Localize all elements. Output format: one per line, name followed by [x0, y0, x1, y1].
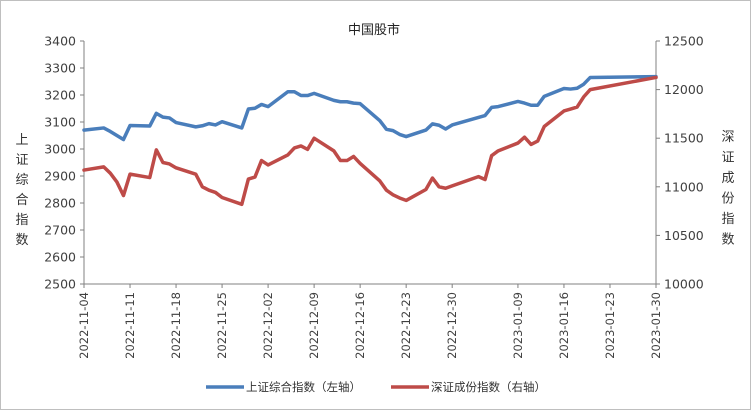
right-tick-label: 10000	[664, 277, 704, 292]
series-line-shenzhen	[82, 75, 658, 207]
series-line-shanghai	[82, 74, 658, 142]
left-tick-label: 3400	[44, 34, 76, 49]
x-tick-label: 2023-01-16	[557, 292, 571, 359]
x-tick-label: 2023-01-09	[511, 292, 525, 359]
legend-label: 深证成份指数（右轴）	[431, 380, 546, 394]
right-tick-label: 10500	[664, 228, 704, 243]
right-tick-label: 12000	[664, 82, 704, 97]
left-tick-label: 2600	[44, 250, 76, 265]
right-axis-title: 深证成份指数	[721, 130, 734, 248]
axes	[80, 40, 660, 288]
axis-title-char: 数	[721, 233, 734, 248]
axis-title-char: 合	[15, 193, 28, 208]
x-tick-label: 2022-11-25	[215, 292, 229, 359]
x-tick-label: 2022-11-11	[123, 292, 137, 359]
left-tick-label: 3000	[44, 142, 76, 157]
legend-label: 上证综合指数（左轴）	[246, 380, 361, 394]
series-lines	[82, 74, 658, 207]
x-tick-label: 2023-01-30	[649, 292, 663, 359]
axis-title-char: 综	[15, 173, 28, 188]
left-axis-title: 上证综合指数	[15, 133, 28, 248]
axis-title-char: 上	[15, 133, 28, 148]
x-tick-label: 2022-11-18	[169, 292, 183, 359]
x-tick-label: 2022-12-09	[307, 292, 321, 359]
axis-title-char: 深	[721, 130, 734, 145]
axis-title-char: 证	[15, 153, 28, 168]
axis-title-char: 数	[15, 233, 28, 248]
tick-labels: 2500 2600 2700 2800 2900 3000 3100 3200 3300 3400…	[44, 34, 704, 359]
axis-title-char: 指	[721, 212, 734, 227]
axis-title-char: 份	[721, 192, 734, 207]
left-tick-label: 2500	[44, 277, 76, 292]
left-tick-label: 3300	[44, 61, 76, 76]
axis-title-char: 成	[721, 171, 734, 186]
legend: 上证综合指数（左轴） 深证成份指数（右轴）	[206, 380, 546, 394]
axis-title-char: 证	[721, 151, 734, 166]
right-tick-label: 11000	[664, 179, 704, 194]
left-tick-label: 2700	[44, 223, 76, 238]
left-tick-label: 2900	[44, 169, 76, 184]
x-tick-label: 2022-12-23	[399, 292, 413, 359]
x-tick-label: 2022-11-04	[77, 292, 91, 359]
x-tick-label: 2022-12-02	[261, 292, 275, 359]
x-tick-label: 2023-01-23	[603, 292, 617, 359]
chart-title: 中国股市	[348, 22, 400, 38]
axis-title-char: 指	[15, 213, 28, 228]
x-tick-label: 2022-12-30	[445, 292, 459, 359]
x-tick-label: 2022-12-16	[353, 292, 367, 359]
left-tick-label: 3100	[44, 115, 76, 130]
left-tick-label: 2800	[44, 196, 76, 211]
left-tick-label: 3200	[44, 88, 76, 103]
right-tick-label: 11500	[664, 131, 704, 146]
right-tick-label: 12500	[664, 34, 704, 49]
